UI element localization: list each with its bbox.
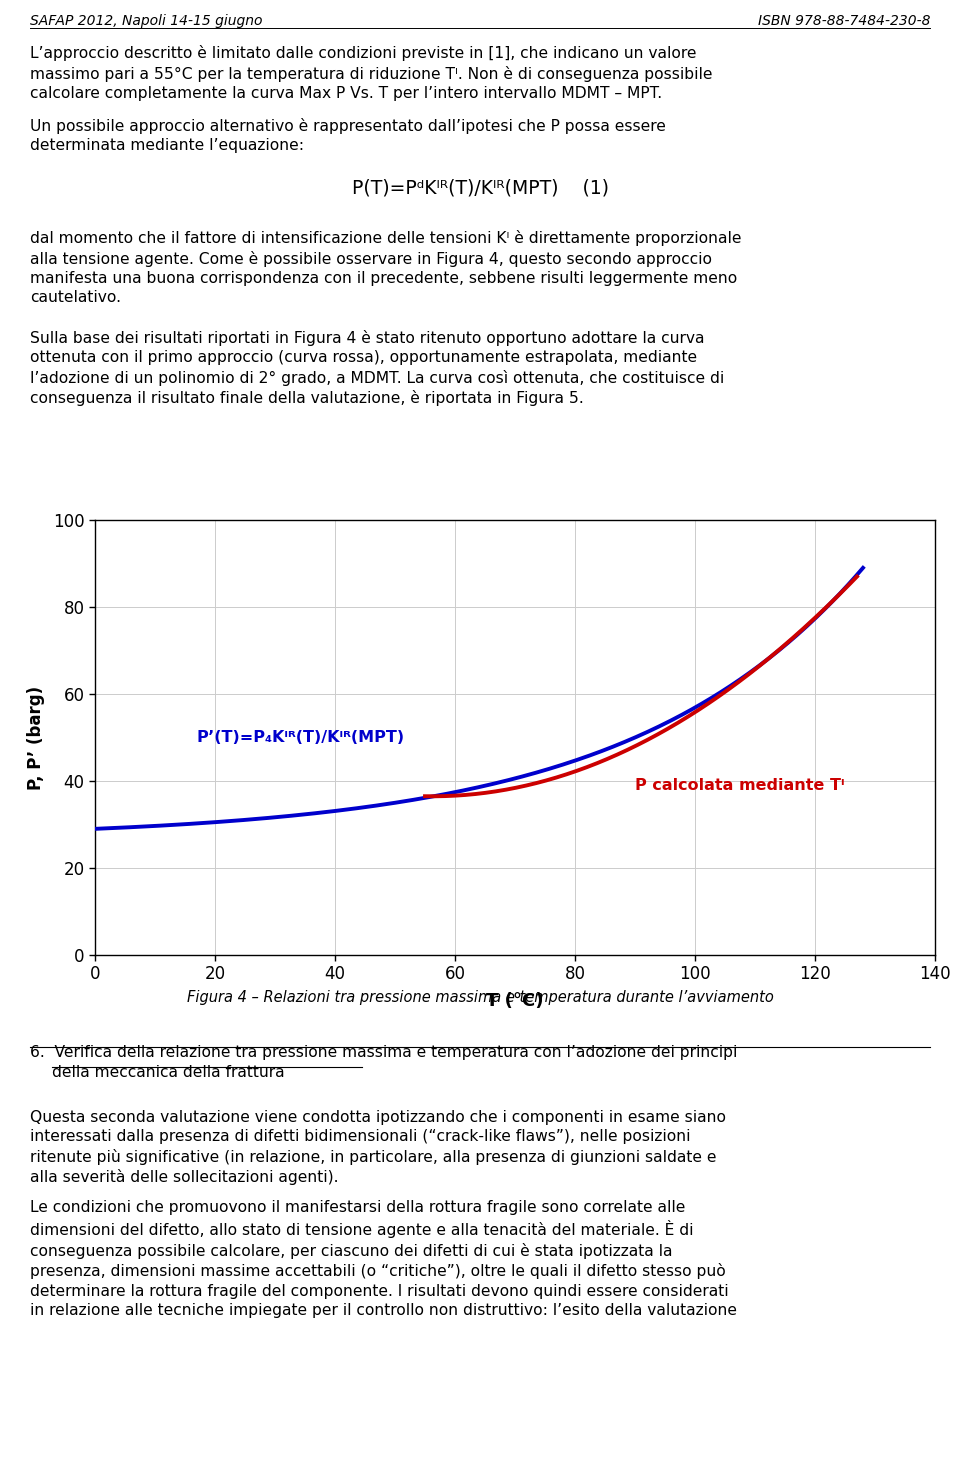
Y-axis label: P, P’ (barg): P, P’ (barg) (27, 685, 44, 789)
Text: Un possibile approccio alternativo è rappresentato dall’ipotesi che P possa esse: Un possibile approccio alternativo è rap… (30, 118, 666, 153)
Text: SAFAP 2012, Napoli 14-15 giugno: SAFAP 2012, Napoli 14-15 giugno (30, 15, 262, 28)
Text: Le condizioni che promuovono il manifestarsi della rottura fragile sono correlat: Le condizioni che promuovono il manifest… (30, 1200, 737, 1317)
X-axis label: T (°C): T (°C) (487, 992, 543, 1010)
Text: Questa seconda valutazione viene condotta ipotizzando che i componenti in esame : Questa seconda valutazione viene condott… (30, 1110, 726, 1185)
Text: della meccanica della frattura: della meccanica della frattura (52, 1064, 284, 1080)
Text: Sulla base dei risultati riportati in Figura 4 è stato ritenuto opportuno adotta: Sulla base dei risultati riportati in Fi… (30, 329, 724, 406)
Text: 6.  Verifica della relazione tra pressione massima e temperatura con l’adozione : 6. Verifica della relazione tra pression… (30, 1045, 737, 1060)
Text: P calcolata mediante Tᴵ: P calcolata mediante Tᴵ (635, 778, 845, 792)
Text: ISBN 978-88-7484-230-8: ISBN 978-88-7484-230-8 (757, 15, 930, 28)
Text: L’approccio descritto è limitato dalle condizioni previste in [1], che indicano : L’approccio descritto è limitato dalle c… (30, 46, 712, 101)
Text: dal momento che il fattore di intensificazione delle tensioni Kᴵ è direttamente : dal momento che il fattore di intensific… (30, 229, 741, 304)
Text: P(T)=PᵈKᴵᴿ(T)/Kᴵᴿ(MPT)    (1): P(T)=PᵈKᴵᴿ(T)/Kᴵᴿ(MPT) (1) (351, 178, 609, 197)
Text: Figura 4 – Relazioni tra pressione massima e temperatura durante l’avviamento: Figura 4 – Relazioni tra pressione massi… (186, 989, 774, 1005)
Text: P’(T)=P₄Kᴵᴿ(T)/Kᴵᴿ(MPT): P’(T)=P₄Kᴵᴿ(T)/Kᴵᴿ(MPT) (197, 729, 405, 745)
